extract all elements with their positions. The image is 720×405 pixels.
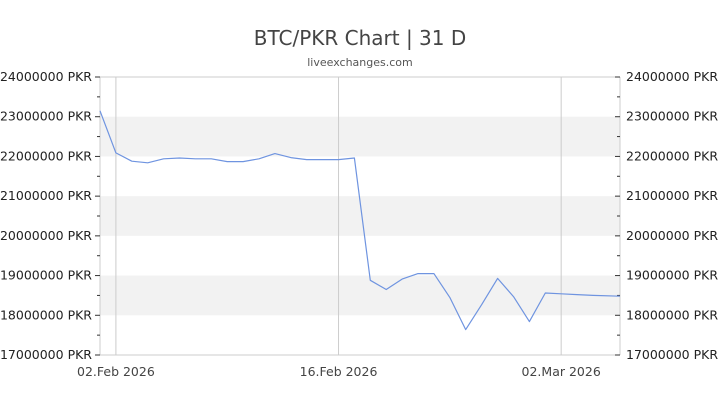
x-axis-label: 16.Feb 2026 [300,364,378,379]
y-axis-label-left: 20000000 PKR [0,228,92,243]
y-axis-label-left: 17000000 PKR [0,347,92,362]
y-axis-label-left: 23000000 PKR [0,109,92,124]
y-axis-label-right: 21000000 PKR [626,188,718,203]
y-axis-label-right: 22000000 PKR [626,148,718,163]
y-axis-label-left: 22000000 PKR [0,148,92,163]
chart-subtitle: liveexchanges.com [307,56,413,69]
y-axis-label-right: 23000000 PKR [626,109,718,124]
y-axis-label-right: 18000000 PKR [626,307,718,322]
y-axis-label-right: 19000000 PKR [626,268,718,283]
x-axis-label: 02.Feb 2026 [77,364,155,379]
y-axis-label-left: 19000000 PKR [0,268,92,283]
grid-band [100,116,620,157]
grid-band [100,275,620,316]
y-axis-label-right: 17000000 PKR [626,347,718,362]
y-axis-label-left: 21000000 PKR [0,188,92,203]
btc-pkr-series-line [99,110,621,331]
y-axis-label-right: 24000000 PKR [626,69,718,84]
y-axis-label-left: 18000000 PKR [0,307,92,322]
x-axis-label: 02.Mar 2026 [522,364,601,379]
y-axis-label-left: 24000000 PKR [0,69,92,84]
y-axis-label-right: 20000000 PKR [626,228,718,243]
chart-title: BTC/PKR Chart | 31 D [253,26,467,50]
